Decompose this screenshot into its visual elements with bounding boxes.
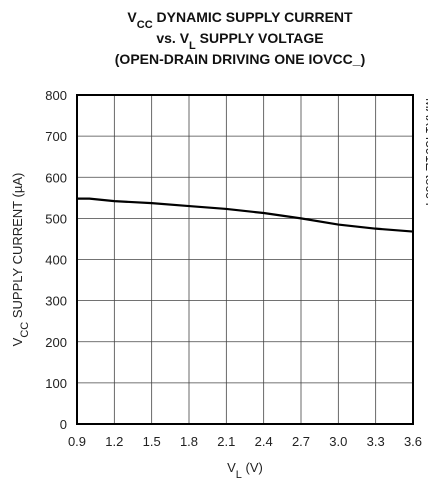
text-part: V: [227, 460, 236, 475]
text-part: SUPPLY VOLTAGE: [196, 30, 324, 46]
x-tick-label: 1.8: [180, 434, 198, 449]
text-part: L: [236, 469, 242, 481]
y-tick-label: 700: [45, 129, 67, 144]
y-tick-label: 0: [60, 417, 67, 432]
plot-frame: [76, 94, 414, 425]
x-tick-label: 1.2: [105, 434, 123, 449]
annotation: MAX14591E toc04: [423, 98, 428, 206]
text-part: (V): [242, 460, 263, 475]
x-tick-label: 2.4: [255, 434, 273, 449]
text-part: CC: [137, 19, 153, 31]
y-tick-label: 300: [45, 294, 67, 309]
x-tick-label: 1.5: [143, 434, 161, 449]
y-axis-label: VCC SUPPLY CURRENT (µA): [10, 173, 31, 347]
y-tick-label: 100: [45, 376, 67, 391]
x-tick-label: 3.6: [404, 434, 422, 449]
y-tick-label: 400: [45, 253, 67, 268]
text-part: V: [10, 337, 25, 346]
x-tick-label: 2.7: [292, 434, 310, 449]
text-part: V: [127, 9, 137, 25]
x-tick-label: 3.3: [367, 434, 385, 449]
text-part: (OPEN-DRAIN DRIVING ONE IOVCC_): [115, 51, 365, 67]
x-tick-label: 3.0: [329, 434, 347, 449]
chart-title: VCC DYNAMIC SUPPLY CURRENT: [127, 9, 353, 31]
y-tick-label: 800: [45, 88, 67, 103]
text-part: CC: [19, 322, 31, 338]
text-part: vs. V: [156, 30, 189, 46]
x-tick-label: 2.1: [217, 434, 235, 449]
text-part: SUPPLY CURRENT (µA): [10, 173, 25, 322]
chart-title: (OPEN-DRAIN DRIVING ONE IOVCC_): [115, 51, 365, 67]
y-tick-label: 500: [45, 211, 67, 226]
y-tick-label: 200: [45, 335, 67, 350]
x-tick-label: 0.9: [68, 434, 86, 449]
x-axis-label: VL (V): [227, 460, 263, 481]
y-tick-label: 600: [45, 170, 67, 185]
chart-title: vs. VL SUPPLY VOLTAGE: [156, 30, 323, 52]
data-line: [77, 197, 414, 233]
text-part: DYNAMIC SUPPLY CURRENT: [153, 9, 353, 25]
text-part: L: [189, 40, 196, 52]
